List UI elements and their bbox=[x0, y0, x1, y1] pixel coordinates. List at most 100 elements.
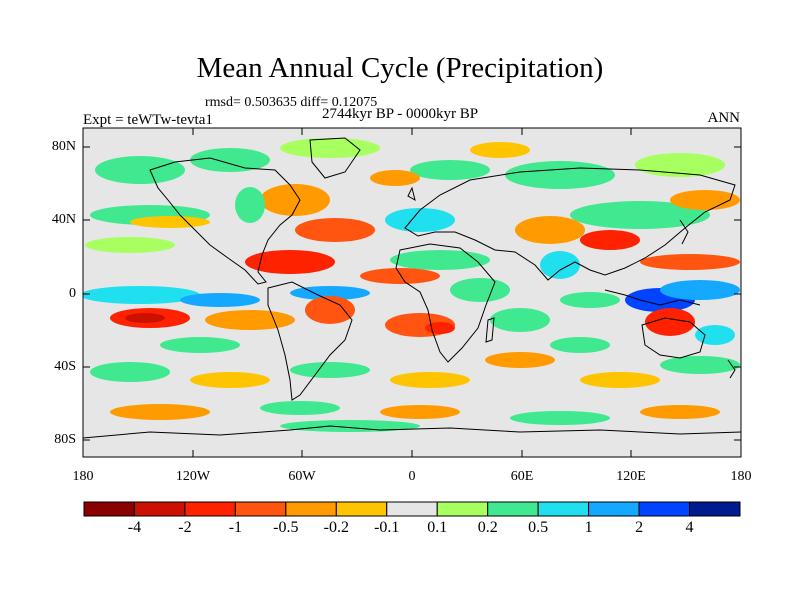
colorbar-tick-label: 0.5 bbox=[528, 519, 549, 536]
field-patch bbox=[125, 313, 165, 323]
field-patch bbox=[580, 372, 660, 388]
colorbar-tick-label: 1 bbox=[584, 519, 593, 536]
field-patch bbox=[390, 250, 490, 270]
colorbar-tick-label: -2 bbox=[178, 519, 192, 536]
colorbar-tick-label: 0.1 bbox=[427, 519, 448, 536]
field-patch bbox=[425, 322, 455, 334]
field-patch bbox=[160, 337, 240, 353]
precip-field bbox=[83, 138, 740, 432]
lon-label-60w: 60W bbox=[288, 469, 316, 484]
colorbar-tick-label: -0.1 bbox=[374, 519, 400, 536]
colorbar-swatch bbox=[436, 501, 489, 517]
field-patch bbox=[205, 310, 295, 330]
coast-eurasia bbox=[404, 167, 736, 281]
colorbar-swatch bbox=[638, 501, 691, 517]
period-label: 2744kyr BP - 0000kyr BP bbox=[322, 106, 479, 122]
colorbar-swatch bbox=[537, 501, 590, 517]
lon-label-120e: 120E bbox=[616, 469, 646, 484]
field-patch bbox=[540, 251, 580, 279]
lat-ticks bbox=[83, 146, 741, 441]
coast-australia bbox=[641, 317, 706, 359]
colorbar-tick-label: -0.2 bbox=[323, 519, 349, 536]
colorbar-tick-label: -1 bbox=[228, 519, 243, 536]
colorbar-swatch bbox=[184, 501, 236, 517]
lon-label-60e: 60E bbox=[510, 469, 534, 484]
field-patch bbox=[510, 411, 610, 425]
field-patch bbox=[260, 401, 340, 415]
field-patch bbox=[190, 372, 270, 388]
field-patch bbox=[385, 208, 455, 232]
lon-label-180e: 180 bbox=[730, 469, 752, 484]
experiment-label: Expt = teWTw-tevta1 bbox=[83, 112, 213, 128]
field-patch bbox=[560, 292, 620, 308]
field-patch bbox=[290, 286, 370, 300]
field-patch bbox=[295, 218, 375, 242]
field-patch bbox=[515, 216, 585, 244]
lat-label-80s: 80S bbox=[54, 432, 76, 447]
field-patch bbox=[260, 184, 330, 216]
field-patch bbox=[130, 216, 210, 228]
field-patch bbox=[505, 161, 615, 189]
field-patch bbox=[490, 308, 550, 332]
field-patch bbox=[570, 201, 710, 229]
field-patch bbox=[390, 372, 470, 388]
coast-indonesia bbox=[604, 289, 701, 306]
colorbar-swatch bbox=[234, 501, 287, 517]
field-patch bbox=[550, 337, 610, 353]
chart-title: Mean Annual Cycle (Precipitation) bbox=[196, 52, 604, 84]
coast-south-america bbox=[267, 281, 353, 401]
lat-label-80n: 80N bbox=[51, 139, 76, 154]
stats-line: rmsd= 0.503635 diff= 0.12075 bbox=[205, 95, 378, 110]
colorbar-swatch bbox=[689, 501, 741, 517]
season-label: ANN bbox=[707, 110, 741, 126]
lon-label-120w: 120W bbox=[175, 469, 211, 484]
field-patch bbox=[90, 362, 170, 382]
lat-label-40s: 40S bbox=[54, 359, 76, 374]
field-patch bbox=[280, 420, 420, 432]
colorbar-swatch bbox=[83, 501, 135, 517]
colorbar-swatch bbox=[487, 501, 539, 517]
colorbar bbox=[83, 501, 741, 517]
coast-africa bbox=[395, 243, 496, 363]
field-patch bbox=[110, 404, 210, 420]
lat-label-40n: 40N bbox=[51, 212, 76, 227]
field-patch bbox=[660, 356, 740, 374]
colorbar-swatch bbox=[588, 501, 640, 517]
lat-label-0: 0 bbox=[69, 286, 76, 301]
coast-new-zealand bbox=[727, 359, 736, 379]
field-patch bbox=[95, 156, 185, 184]
coast-greenland bbox=[309, 137, 361, 179]
coast-north-america bbox=[149, 157, 301, 285]
coastlines bbox=[83, 137, 741, 439]
field-patch bbox=[410, 160, 490, 180]
field-patch bbox=[180, 293, 260, 307]
coast-madagascar bbox=[485, 317, 495, 343]
field-patch bbox=[580, 230, 640, 250]
lon-label-180w: 180 bbox=[72, 469, 94, 484]
colorbar-tick-label: 2 bbox=[635, 519, 644, 536]
colorbar-tick-label: 4 bbox=[685, 519, 694, 536]
field-patch bbox=[305, 296, 355, 324]
field-patch bbox=[670, 190, 740, 210]
field-patch bbox=[695, 325, 735, 345]
field-patch bbox=[470, 142, 530, 158]
coast-antarctica bbox=[83, 425, 741, 439]
colorbar-swatch bbox=[335, 501, 388, 517]
field-patch bbox=[485, 352, 555, 368]
field-patch bbox=[660, 280, 740, 300]
field-patch bbox=[85, 237, 175, 253]
field-patch bbox=[280, 138, 380, 158]
colorbar-tick-label: -4 bbox=[127, 519, 142, 536]
field-patch bbox=[190, 148, 270, 172]
colorbar-swatch bbox=[386, 501, 438, 517]
coast-uk bbox=[407, 186, 416, 202]
field-patch bbox=[640, 254, 740, 270]
colorbar-tick-label: -0.5 bbox=[273, 519, 299, 536]
field-patch bbox=[640, 405, 720, 419]
field-patch bbox=[83, 286, 200, 304]
lon-label-0: 0 bbox=[408, 469, 416, 484]
field-patch bbox=[645, 308, 695, 336]
coast-japan bbox=[679, 219, 689, 245]
colorbar-swatch bbox=[133, 501, 186, 517]
